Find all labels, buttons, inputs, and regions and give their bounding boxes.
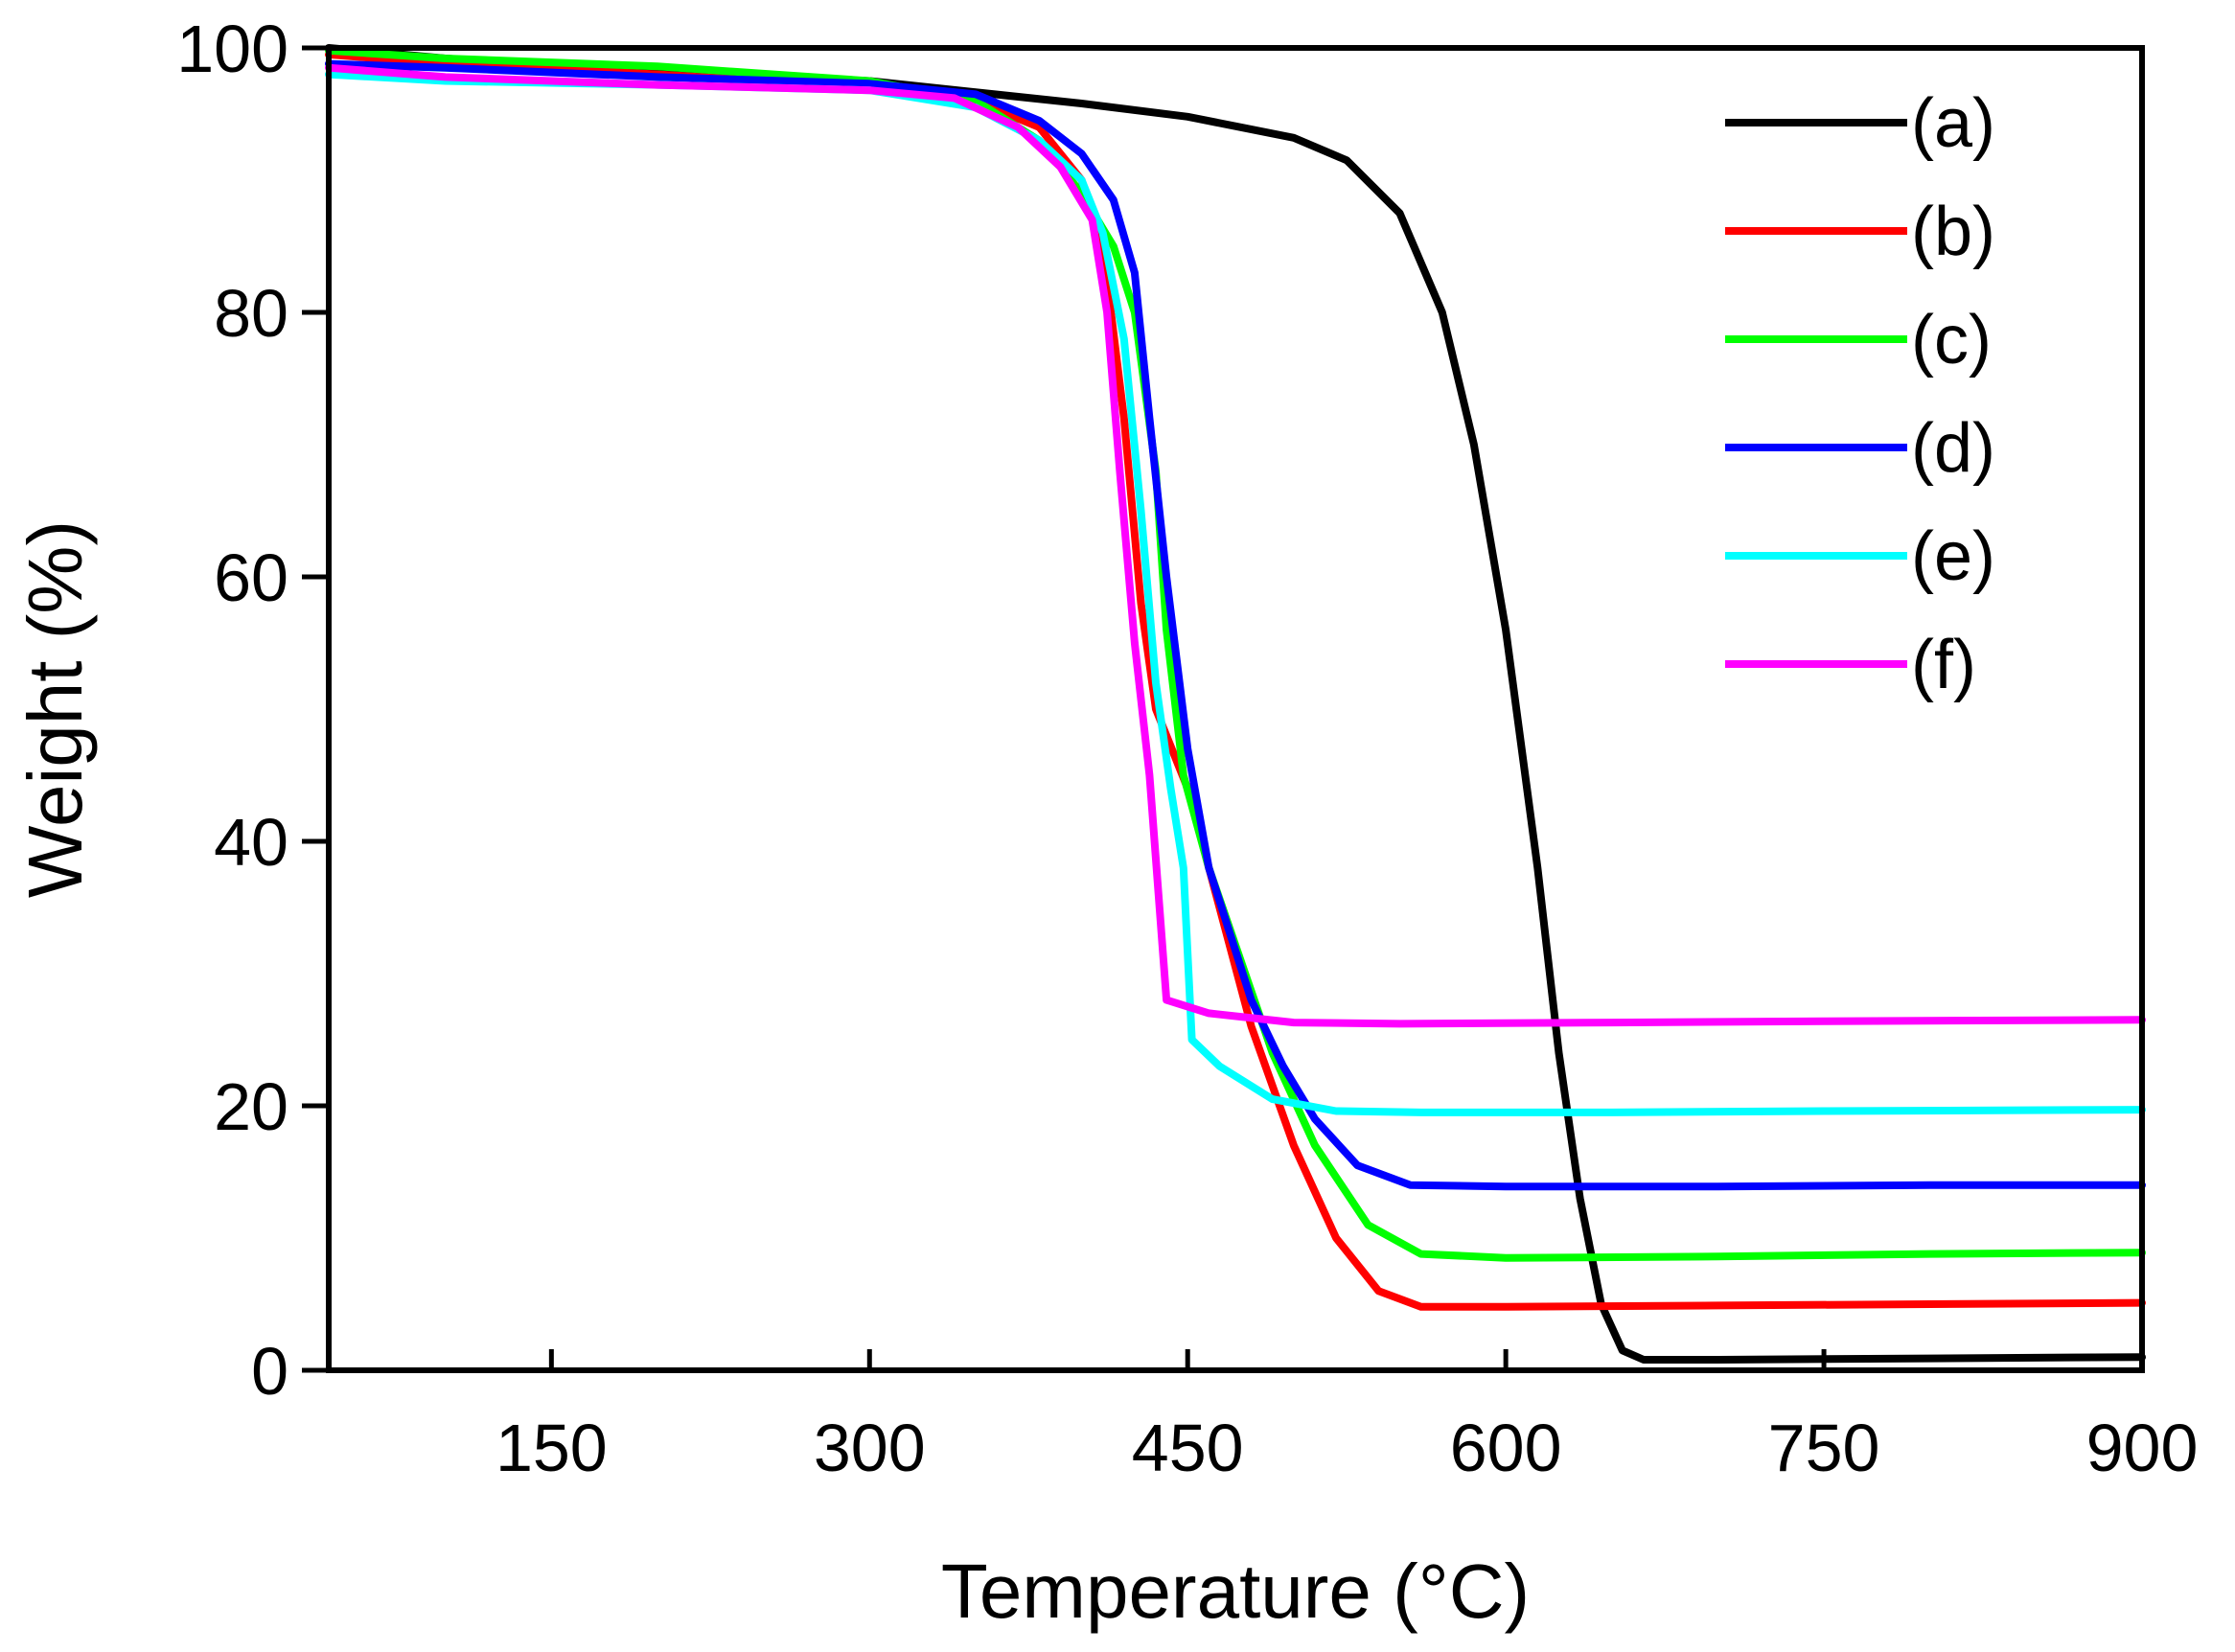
x-tick-label: 300 [814, 1411, 926, 1485]
series-layer [325, 44, 2146, 1364]
legend-label-d: (d) [1911, 410, 1995, 487]
legend-label-b: (b) [1911, 194, 1995, 270]
y-tick-label: 80 [214, 276, 288, 351]
y-axis-title: Weight (%) [12, 520, 98, 898]
x-tick-label: 750 [1768, 1411, 1880, 1485]
x-axis-ticks: 150 300 450 600 750 900 [495, 1349, 2198, 1485]
legend-label-c: (c) [1911, 302, 1992, 379]
y-axis-ticks: 0 20 40 60 80 100 [176, 11, 329, 1409]
x-tick-label: 450 [1132, 1411, 1244, 1485]
y-tick-label: 60 [214, 540, 288, 615]
x-tick-label: 900 [2086, 1411, 2199, 1485]
legend-label-a: (a) [1911, 85, 1995, 162]
y-tick-label: 20 [214, 1069, 288, 1144]
y-tick-label: 100 [176, 11, 288, 86]
series-line-f [325, 63, 2146, 1028]
x-tick-label: 600 [1450, 1411, 1562, 1485]
x-tick-label: 150 [495, 1411, 608, 1485]
plot-frame [326, 45, 2145, 1373]
legend-label-e: (e) [1911, 518, 1995, 595]
x-axis-title: Temperature (°C) [941, 1549, 1530, 1634]
y-tick-label: 40 [214, 805, 288, 880]
series-line-d [325, 59, 2146, 1191]
legend-label-f: (f) [1911, 627, 1976, 703]
y-tick-label: 0 [251, 1334, 288, 1409]
legend: (a) (b) (c) (d) (e) (f) [1725, 85, 1995, 703]
